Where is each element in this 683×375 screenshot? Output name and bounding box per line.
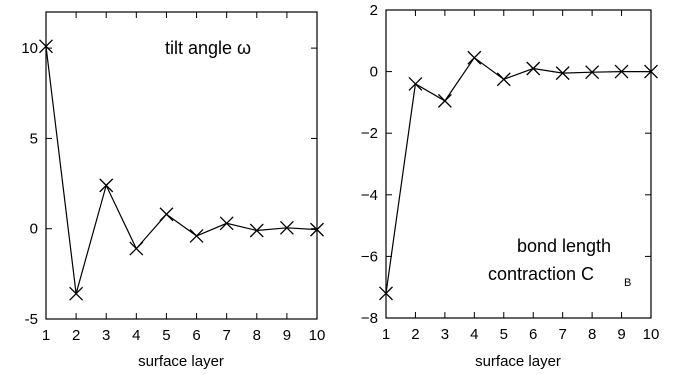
right-x-tick-label: 2 (411, 326, 419, 343)
right-x-axis-title: surface layer (475, 353, 561, 370)
right-x-tick-label: 10 (643, 326, 660, 343)
right-y-tick-label: 2 (370, 2, 378, 19)
left-x-tick-label: 5 (162, 327, 170, 344)
left-data-point (99, 178, 114, 193)
right-y-tick-label: −6 (361, 248, 378, 265)
left-x-tick-label: 6 (192, 327, 200, 344)
right-x-tick-label: 1 (382, 326, 390, 343)
right-data-point (526, 61, 541, 76)
left-annotation: tilt angle ω (165, 38, 251, 58)
right-markers (379, 50, 658, 301)
left-data-point (249, 223, 264, 238)
right-data-point (585, 65, 600, 80)
right-data-point (614, 64, 629, 79)
left-x-tick-label: 8 (253, 327, 261, 344)
right-x-tick-label: 4 (470, 326, 478, 343)
left-x-tick-label: 2 (72, 327, 80, 344)
left-data-point (159, 207, 174, 222)
right-annotation-subscript: B (624, 277, 631, 289)
right-annotation-line1: bond length (517, 236, 611, 256)
right-data-point (437, 93, 452, 108)
left-x-tick-label: 4 (132, 327, 140, 344)
left-markers (39, 39, 324, 301)
right-x-tick-label: 6 (529, 326, 537, 343)
right-x-tick-label: 5 (500, 326, 508, 343)
left-x-tick-label: 10 (309, 327, 326, 344)
right-data-point (467, 50, 482, 65)
left-y-tick-label: 5 (30, 130, 38, 147)
left-x-tick-label: 9 (283, 327, 291, 344)
right-x-tick-label: 8 (588, 326, 596, 343)
left-series-line (45, 46, 318, 294)
left-y-tick-label: -5 (25, 311, 38, 328)
left-data-point (39, 39, 53, 54)
right-series-line (385, 56, 651, 294)
left-y-tick-label: 10 (21, 40, 38, 57)
left-data-point (189, 228, 204, 243)
left-data-point (129, 241, 144, 256)
right-data-point (379, 286, 393, 301)
left-series (45, 46, 318, 294)
left-x-axis-title: surface layer (138, 353, 224, 370)
bond-length-chart: 1 2 3 4 5 6 7 8 9 10 2 0 −2 −4 −6 −8 bond length contra… (361, 2, 659, 370)
right-x-tick-label: 3 (441, 326, 449, 343)
right-y-tick-label: −2 (361, 125, 378, 142)
right-x-tick-label: 9 (617, 326, 625, 343)
left-plot-frame (45, 11, 318, 320)
right-y-tick-label: 0 (370, 64, 378, 81)
left-x-tick-label: 3 (102, 327, 110, 344)
right-y-tick-label: −8 (361, 310, 378, 327)
right-data-point (644, 64, 658, 79)
right-annotation-line2: contraction C (488, 264, 594, 284)
right-series (385, 56, 651, 294)
right-y-tick-label: −4 (361, 187, 378, 204)
right-data-point (408, 76, 423, 91)
left-y-tick-label: 0 (30, 221, 38, 238)
right-plot-frame (385, 9, 652, 319)
left-data-point (219, 216, 234, 231)
right-x-tick-label: 7 (558, 326, 566, 343)
right-data-point (496, 72, 511, 87)
left-data-point (310, 222, 324, 237)
left-data-point (279, 220, 294, 235)
right-data-point (555, 66, 570, 81)
right-ticks: 1 2 3 4 5 6 7 8 9 10 2 0 −2 −4 −6 −8 (361, 2, 659, 343)
left-x-tick-label: 1 (42, 327, 50, 344)
left-ticks: 1 2 3 4 5 6 7 8 9 10 10 5 0 -5 (21, 12, 325, 344)
left-data-point (69, 286, 84, 301)
left-x-tick-label: 7 (222, 327, 230, 344)
tilt-angle-chart: 1 2 3 4 5 6 7 8 9 10 10 5 0 -5 tilt angle ω surface l… (21, 11, 325, 370)
